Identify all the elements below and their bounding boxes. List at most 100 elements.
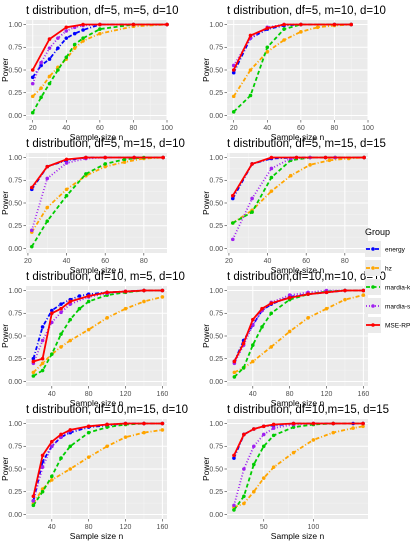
- data-point-hz: [361, 424, 365, 429]
- data-point-MSE-RP: [332, 22, 337, 27]
- y-tick-label: 0.00: [8, 512, 22, 519]
- x-tick-label: 80: [140, 258, 148, 265]
- series-line-hz: [32, 23, 168, 98]
- y-tick-label: 1.00: [209, 288, 223, 295]
- legend-key-mardia-skewness: [365, 298, 381, 314]
- y-tick-label: 0.25: [8, 90, 22, 97]
- x-tick-label: 100: [362, 125, 374, 132]
- data-point-MSE-RP: [361, 288, 366, 293]
- data-point-MSE-RP: [98, 22, 102, 27]
- data-point-hz: [47, 74, 52, 79]
- data-point-mardia-skewness: [242, 467, 246, 471]
- data-point-mardia-kurtosis: [68, 444, 73, 449]
- data-point-hz: [282, 38, 286, 42]
- y-tick-label: 0.25: [209, 223, 223, 230]
- data-point-mardia-kurtosis: [291, 425, 296, 429]
- data-point-MSE-RP: [123, 289, 128, 294]
- series-line-hz: [233, 294, 364, 374]
- data-point-MSE-RP: [324, 290, 329, 295]
- data-point-MSE-RP: [59, 432, 63, 437]
- y-tick-label: 0.75: [8, 45, 22, 52]
- x-tick-label: 80: [286, 391, 294, 398]
- data-point-mardia-kurtosis: [261, 444, 266, 449]
- series-line-MSE-RP: [232, 156, 365, 197]
- x-tick-label: 40: [264, 258, 272, 265]
- legend-label: energy: [385, 246, 406, 253]
- x-tick-label: 20: [230, 125, 238, 132]
- data-point-mardia-skewness: [252, 444, 256, 449]
- legend-label: mardia-kurtosis: [385, 284, 410, 291]
- data-point-hz: [59, 345, 63, 349]
- data-point-hz: [327, 158, 332, 163]
- y-tick-label: 0.75: [209, 178, 223, 185]
- x-tick-label: 80: [85, 391, 93, 398]
- data-point-mardia-skewness: [59, 310, 63, 315]
- data-point-MSE-RP: [251, 317, 255, 322]
- y-tick-label: 0.50: [8, 466, 22, 473]
- y-tick-label: 0.75: [209, 444, 223, 451]
- data-point-MSE-RP: [287, 296, 292, 300]
- data-point-hz: [251, 359, 255, 364]
- data-point-MSE-RP: [31, 494, 36, 499]
- y-tick-label: 0.50: [209, 333, 223, 340]
- y-tick-label: 0.25: [209, 356, 223, 363]
- data-point-mardia-skewness: [56, 36, 60, 40]
- data-point-energy: [77, 294, 82, 298]
- data-point-hz: [299, 30, 303, 34]
- x-tick-label: 80: [130, 125, 138, 132]
- data-point-mardia-kurtosis: [98, 27, 102, 31]
- y-tick-label: 0.50: [8, 67, 22, 74]
- data-point-MSE-RP: [349, 22, 354, 27]
- data-point-mardia-skewness: [287, 293, 292, 297]
- data-point-MSE-RP: [282, 22, 286, 27]
- data-point-hz: [343, 297, 347, 302]
- data-point-mardia-kurtosis: [64, 55, 69, 60]
- data-point-mardia-kurtosis: [31, 374, 36, 378]
- data-point-hz: [50, 478, 54, 482]
- x-tick-label: 20: [225, 258, 233, 265]
- x-tick-label: 50: [260, 524, 268, 531]
- data-point-mardia-kurtosis: [105, 425, 109, 429]
- data-point-mardia-kurtosis: [269, 311, 274, 316]
- y-tick-label: 0.25: [8, 356, 22, 363]
- data-point-MSE-RP: [142, 421, 146, 426]
- panel-title: t distribution, df=5, m=15, d=10: [26, 138, 185, 150]
- data-point-hz: [86, 327, 91, 332]
- data-point-hz: [306, 316, 310, 320]
- data-point-energy: [30, 75, 35, 80]
- data-point-MSE-RP: [29, 185, 34, 190]
- y-tick-label: 0.50: [209, 200, 223, 207]
- legend-key-MSE-RP: [365, 317, 381, 333]
- panel-title: t distribution, df=10,m=15, d=15: [227, 404, 389, 416]
- x-tick-label: 100: [161, 125, 173, 132]
- legend-title: Group: [365, 227, 390, 237]
- data-point-mardia-kurtosis: [50, 352, 54, 356]
- data-point-energy: [72, 31, 77, 36]
- data-point-MSE-RP: [232, 359, 237, 364]
- data-point-hz: [288, 173, 293, 178]
- data-point-hz: [40, 487, 45, 491]
- x-tick-label: 80: [85, 524, 93, 531]
- data-point-hz: [123, 306, 128, 311]
- y-tick-label: 1.00: [209, 421, 223, 428]
- data-point-MSE-RP: [269, 155, 274, 160]
- data-point-mardia-kurtosis: [40, 368, 45, 373]
- x-axis-label: Sample size n: [271, 531, 325, 541]
- data-point-hz: [351, 426, 355, 430]
- x-tick-label: 160: [157, 524, 169, 531]
- x-tick-label: 120: [120, 391, 132, 398]
- y-tick-label: 0.25: [8, 489, 22, 496]
- y-axis-label: Power: [0, 324, 10, 348]
- data-point-hz: [261, 476, 266, 480]
- data-point-MSE-RP: [105, 290, 109, 295]
- y-tick-label: 0.50: [8, 333, 22, 340]
- data-point-hz: [311, 438, 316, 442]
- x-axis-label: Sample size n: [70, 531, 124, 541]
- data-point-MSE-RP: [241, 341, 246, 346]
- data-point-mardia-kurtosis: [260, 325, 264, 329]
- y-tick-label: 0.50: [209, 466, 223, 473]
- data-point-mardia-kurtosis: [282, 27, 286, 31]
- panel-title: t distribution, df=5, m=5, d=10: [26, 5, 178, 17]
- series-line-mardia-skewness: [233, 289, 364, 364]
- data-point-MSE-RP: [30, 68, 35, 72]
